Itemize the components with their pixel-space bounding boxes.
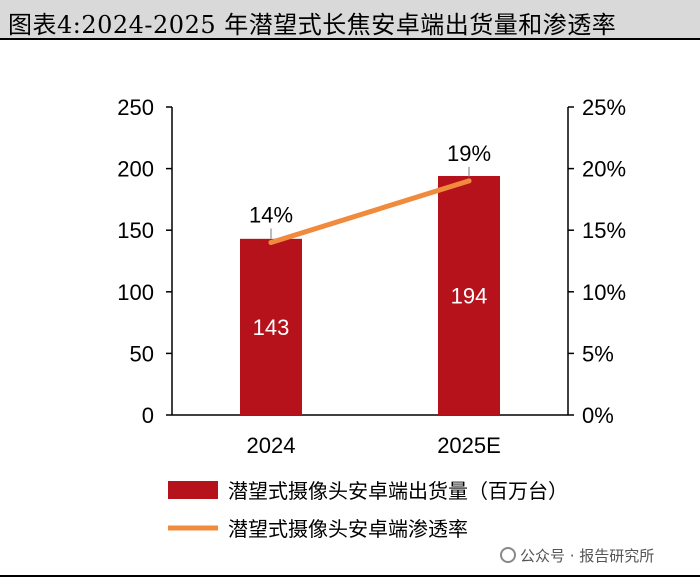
left-tick-label: 0 [142, 403, 154, 428]
bar-data-label: 194 [451, 283, 488, 308]
legend-bar-label: 潜望式摄像头安卓端出货量（百万台） [228, 479, 568, 503]
line-data-label: 14% [249, 203, 293, 228]
right-tick-label: 15% [582, 218, 626, 243]
left-tick-label: 50 [130, 341, 154, 366]
right-tick-label: 10% [582, 280, 626, 305]
line-point [466, 178, 472, 184]
line-data-label: 19% [447, 141, 491, 166]
chart: 0 50 100 150 200 250 0% 5% 10% 15% 20% 25% 143 194 202… [117, 95, 626, 541]
bar [438, 175, 500, 415]
legend-line-label: 潜望式摄像头安卓端渗透率 [228, 517, 468, 541]
left-tick-label: 150 [117, 218, 154, 243]
legend-bar-swatch [168, 481, 218, 499]
right-tick-label: 25% [582, 95, 626, 120]
watermark-text: 公众号 · 报告研究所 [520, 547, 655, 565]
left-tick-label: 250 [117, 95, 154, 120]
x-tick-label: 2025E [437, 433, 501, 458]
right-tick-label: 5% [582, 341, 614, 366]
line-series [268, 178, 472, 246]
left-tick-label: 200 [117, 157, 154, 182]
x-tick-label: 2024 [247, 433, 296, 458]
bottom-rule [0, 575, 700, 577]
bar-data-label: 143 [253, 315, 290, 340]
line-point [268, 240, 274, 246]
left-tick-label: 100 [117, 280, 154, 305]
watermark: 公众号 · 报告研究所 [500, 545, 654, 566]
wechat-icon [500, 547, 516, 563]
bar [240, 238, 302, 415]
title-bar: 图表4:2024-2025 年潜望式长焦安卓端出货量和渗透率 [0, 0, 700, 40]
right-tick-label: 0% [582, 403, 614, 428]
right-tick-label: 20% [582, 157, 626, 182]
chart-title: 图表4:2024-2025 年潜望式长焦安卓端出货量和渗透率 [8, 11, 617, 39]
